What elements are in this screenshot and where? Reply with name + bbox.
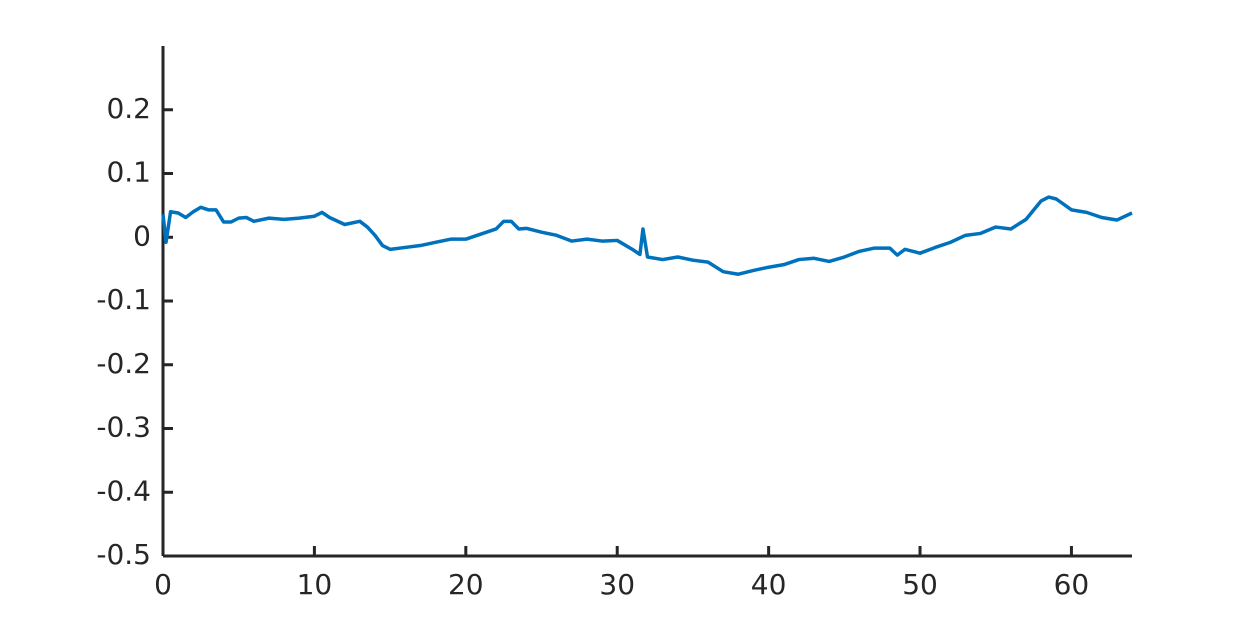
x-tick-label: 50 (902, 568, 938, 601)
y-tick-label: 0 (133, 219, 151, 252)
x-tick-label: 40 (751, 568, 787, 601)
y-tick-label: -0.2 (96, 347, 151, 380)
line-series (161, 195, 1133, 276)
x-tick-label: 0 (154, 568, 172, 601)
y-tick-label: 0.1 (106, 156, 151, 189)
y-tick-label: -0.3 (96, 411, 151, 444)
y-tick-label: -0.4 (96, 474, 151, 507)
x-tick-label: 10 (297, 568, 333, 601)
x-tick-label: 30 (599, 568, 635, 601)
y-tick-label: 0.2 (106, 92, 151, 125)
x-tick-label: 60 (1054, 568, 1090, 601)
y-tick-label: -0.5 (96, 538, 151, 571)
x-tick-label: 20 (448, 568, 484, 601)
y-tick-label: -0.1 (96, 283, 151, 316)
